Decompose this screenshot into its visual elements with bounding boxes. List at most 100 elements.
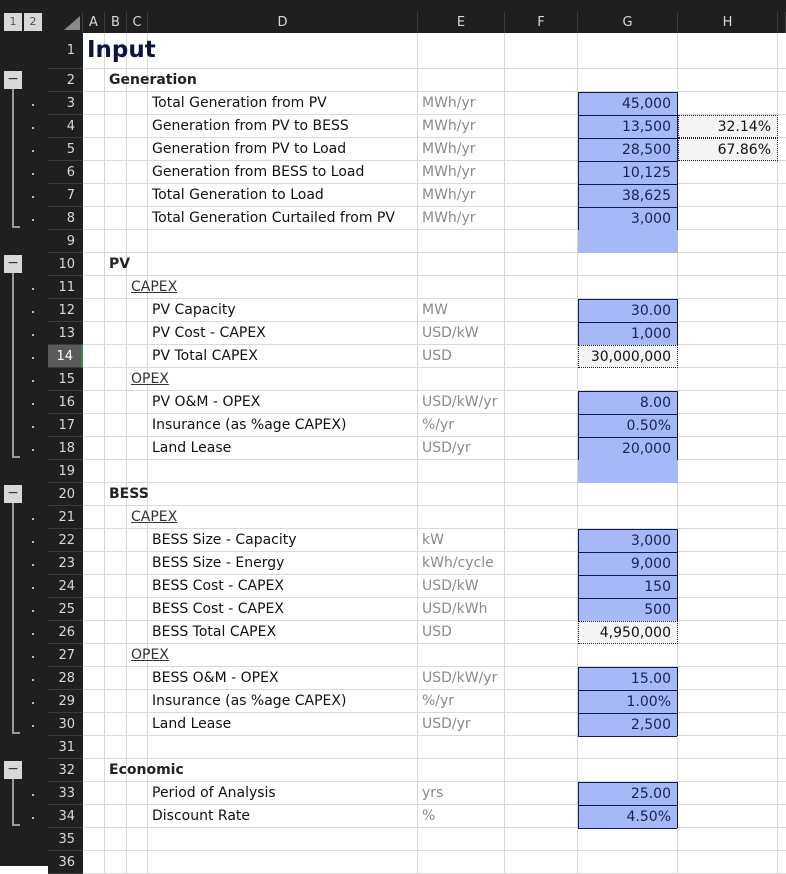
cell[interactable] [127,506,148,529]
cell[interactable] [678,322,778,345]
cell[interactable] [105,667,127,690]
cell[interactable] [678,184,778,207]
cell[interactable] [105,575,127,598]
row-header-4[interactable]: 4 [48,115,83,138]
cell[interactable] [505,736,578,759]
input-value-cell[interactable]: 13,500 [578,115,678,139]
row-header-1[interactable]: 1 [48,33,83,69]
cell[interactable] [83,115,105,138]
row-header-22[interactable]: 22 [48,529,83,552]
cell[interactable] [778,437,786,460]
cell[interactable] [578,851,678,874]
cell[interactable] [127,322,148,345]
cell[interactable] [778,92,786,115]
cell[interactable] [778,621,786,644]
cell[interactable] [127,851,148,874]
cell[interactable] [578,644,678,667]
cell[interactable] [778,690,786,713]
cell[interactable] [418,644,505,667]
cell[interactable] [148,759,418,782]
cell[interactable] [418,33,505,69]
cell[interactable] [105,69,127,92]
cell[interactable] [505,345,578,368]
row-header-28[interactable]: 28 [48,667,83,690]
cell[interactable] [778,345,786,368]
cell[interactable] [105,230,127,253]
cell[interactable] [127,368,148,391]
cell[interactable] [127,460,148,483]
cell[interactable] [505,713,578,736]
cell[interactable] [83,736,105,759]
cell[interactable] [418,828,505,851]
cell[interactable] [578,253,678,276]
cell[interactable] [105,437,127,460]
cell[interactable] [83,414,105,437]
cell[interactable] [105,138,127,161]
cell[interactable] [105,92,127,115]
cell[interactable] [105,161,127,184]
cell[interactable] [778,598,786,621]
cell[interactable] [105,690,127,713]
cell[interactable] [105,414,127,437]
row-header-7[interactable]: 7 [48,184,83,207]
cell[interactable] [778,736,786,759]
cell[interactable] [105,782,127,805]
cell[interactable] [578,506,678,529]
cell[interactable] [678,851,778,874]
cell[interactable] [127,115,148,138]
cell[interactable] [83,437,105,460]
cell[interactable] [678,414,778,437]
worksheet-grid[interactable]: Input Generation Total Generation from PV M… [83,33,786,874]
row-header-14[interactable]: 14 [48,345,83,368]
cell[interactable] [83,667,105,690]
cell[interactable] [83,506,105,529]
cell[interactable] [505,33,578,69]
row-header-34[interactable]: 34 [48,805,83,828]
row-header-35[interactable]: 35 [48,828,83,851]
cell[interactable] [778,184,786,207]
cell[interactable] [418,483,505,506]
input-value-cell[interactable]: 10,125 [578,161,678,185]
cell[interactable] [127,598,148,621]
cell[interactable] [418,759,505,782]
cell[interactable] [505,161,578,184]
cell[interactable] [418,69,505,92]
cell[interactable] [678,33,778,69]
cell[interactable] [127,161,148,184]
cell[interactable] [83,575,105,598]
cell[interactable] [83,644,105,667]
cell[interactable] [778,552,786,575]
cell[interactable] [83,713,105,736]
row-header-10[interactable]: 10 [48,253,83,276]
cell[interactable] [778,460,786,483]
row-header-17[interactable]: 17 [48,414,83,437]
row-header-13[interactable]: 13 [48,322,83,345]
cell[interactable] [418,276,505,299]
cell[interactable] [678,299,778,322]
cell[interactable] [148,460,418,483]
cell[interactable] [83,299,105,322]
cell[interactable] [778,253,786,276]
cell[interactable] [127,575,148,598]
cell[interactable] [778,115,786,138]
column-header-C[interactable]: C [127,12,148,33]
cell[interactable] [83,138,105,161]
cell[interactable] [83,207,105,230]
cell[interactable] [778,828,786,851]
input-value-cell[interactable]: 45,000 [578,92,678,116]
cell[interactable] [505,253,578,276]
row-header-25[interactable]: 25 [48,598,83,621]
column-header-F[interactable]: F [505,12,578,33]
input-value-cell[interactable]: 4.50% [578,805,678,829]
cell[interactable] [148,483,418,506]
cell[interactable] [127,299,148,322]
cell[interactable] [127,276,148,299]
cell[interactable] [105,805,127,828]
cell[interactable] [778,161,786,184]
cell[interactable] [778,207,786,230]
cell[interactable] [105,322,127,345]
cell[interactable] [678,276,778,299]
cell[interactable] [105,598,127,621]
cell[interactable] [578,828,678,851]
cell[interactable] [127,713,148,736]
